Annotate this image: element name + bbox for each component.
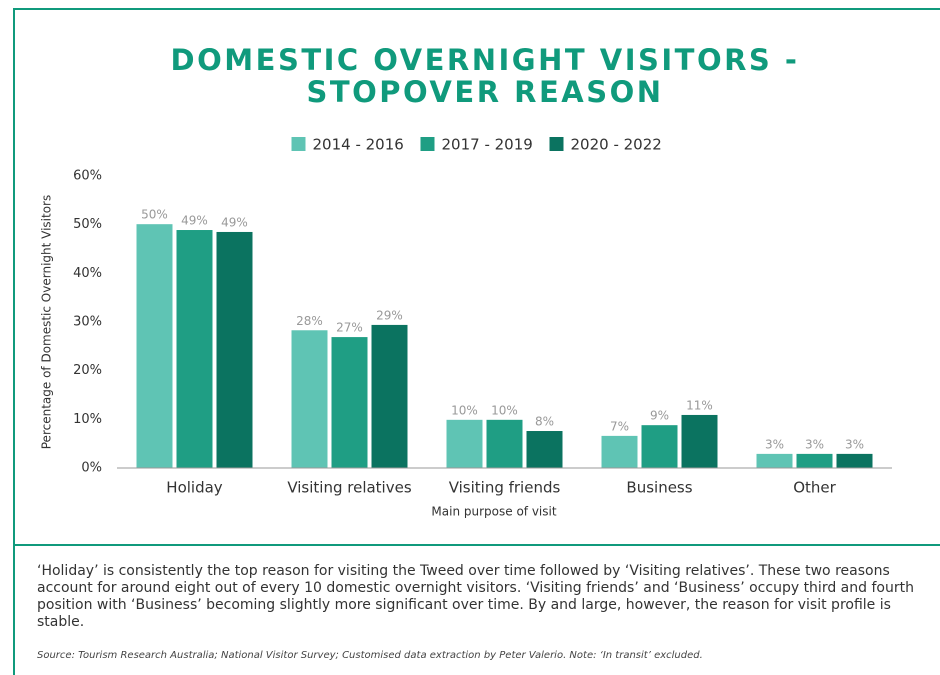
value-label: 3% xyxy=(845,437,864,451)
y-tick-label: 50% xyxy=(73,217,102,232)
y-tick-label: 0% xyxy=(81,461,102,476)
value-label: 49% xyxy=(181,214,208,228)
y-axis-label: Percentage of Domestic Overnight Visitor… xyxy=(40,195,54,450)
x-axis-label: Main purpose of visit xyxy=(431,505,556,519)
frame xyxy=(13,8,940,675)
bar xyxy=(836,453,873,468)
value-label: 10% xyxy=(491,403,518,417)
y-tick-label: 20% xyxy=(73,363,102,378)
legend-label: 2020 - 2022 xyxy=(571,136,662,154)
value-label: 10% xyxy=(451,403,478,417)
bar xyxy=(216,231,253,468)
bar xyxy=(446,419,483,468)
value-label: 49% xyxy=(221,215,248,229)
value-label: 27% xyxy=(336,321,363,335)
x-tick-label: Holiday xyxy=(166,479,223,497)
bar xyxy=(601,435,638,468)
value-label: 29% xyxy=(376,308,403,322)
value-label: 11% xyxy=(686,398,713,412)
y-tick-label: 40% xyxy=(73,266,102,281)
legend-swatch xyxy=(291,137,306,151)
value-label: 9% xyxy=(650,409,669,423)
bar xyxy=(526,431,563,468)
value-label: 3% xyxy=(805,437,824,451)
chart-title: DOMESTIC OVERNIGHT VISITORS - STOPOVER R… xyxy=(170,43,800,109)
bar xyxy=(641,425,678,468)
bar xyxy=(681,414,718,468)
value-label: 8% xyxy=(535,415,554,429)
bar xyxy=(486,419,523,468)
legend-swatch xyxy=(420,137,435,151)
bar xyxy=(371,324,408,468)
value-label: 50% xyxy=(141,208,168,222)
legend-swatch xyxy=(549,137,564,151)
bar xyxy=(136,224,173,468)
x-tick-label: Other xyxy=(793,479,836,497)
value-label: 3% xyxy=(765,437,784,451)
y-tick-label: 60% xyxy=(73,169,102,184)
value-label: 7% xyxy=(610,419,629,433)
x-tick-label: Visiting relatives xyxy=(287,479,412,497)
commentary: ‘Holiday’ is consistently the top reason… xyxy=(37,563,914,630)
bar xyxy=(796,453,833,468)
y-tick-label: 30% xyxy=(73,315,102,330)
y-tick-label: 10% xyxy=(73,412,102,427)
legend-label: 2014 - 2016 xyxy=(313,136,404,154)
value-label: 28% xyxy=(296,314,323,328)
legend-label: 2017 - 2019 xyxy=(442,136,533,154)
source: Source: Tourism Research Australia; Nati… xyxy=(37,650,703,661)
bar xyxy=(176,230,213,468)
bar xyxy=(291,330,328,468)
x-tick-label: Business xyxy=(626,479,692,497)
bar xyxy=(756,453,793,468)
bar xyxy=(331,337,368,468)
x-tick-label: Visiting friends xyxy=(449,479,561,497)
